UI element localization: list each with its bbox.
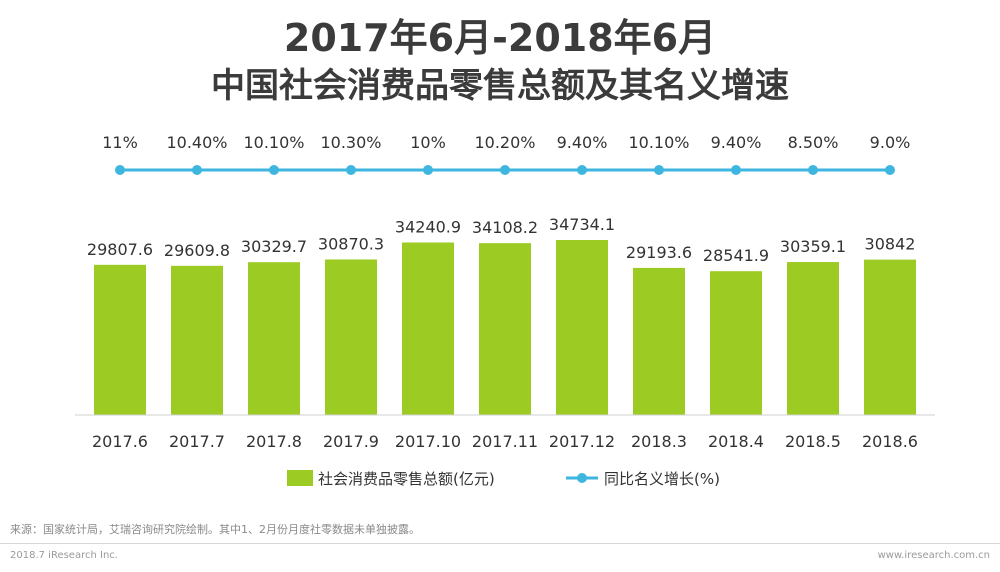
rate-label: 10.20% xyxy=(474,133,535,152)
footer-copyright: 2018.7 iResearch Inc. xyxy=(10,550,118,561)
rate-point-2018.3 xyxy=(654,165,664,175)
rate-label: 11% xyxy=(102,133,138,152)
growth-rate-labels: 11% 10.40% 10.10% 10.30% 10% 10.20% 9.40% 10.10… xyxy=(102,133,910,152)
rate-label: 10.10% xyxy=(243,133,304,152)
chart-canvas: 29807.6 29609.8 30329.7 30870.3 34240.9 34108… xyxy=(75,133,935,488)
chart-title-line2: 中国社会消费品零售总额及其名义增速 xyxy=(211,66,789,106)
rate-label: 9.0% xyxy=(870,133,911,152)
rate-label: 10.10% xyxy=(628,133,689,152)
bar-value-label: 30359.1 xyxy=(780,237,846,256)
bar-value-label: 34240.9 xyxy=(395,217,461,236)
x-tick-label: 2017.11 xyxy=(472,432,538,451)
footer-website: www.iresearch.com.cn xyxy=(877,550,990,561)
bar-2017.6 xyxy=(94,264,146,415)
bar-value-label: 28541.9 xyxy=(703,246,769,265)
bar-value-label: 29609.8 xyxy=(164,241,230,260)
bar-2017.7 xyxy=(171,265,223,415)
rate-label: 9.40% xyxy=(711,133,762,152)
rate-point-2018.5 xyxy=(808,165,818,175)
x-tick-label: 2018.3 xyxy=(631,432,687,451)
bar-2017.10 xyxy=(402,242,454,415)
legend-bar-swatch xyxy=(287,470,313,486)
chart-title-line1: 2017年6月-2018年6月 xyxy=(283,16,717,60)
bar-2017.12 xyxy=(556,240,608,415)
bar-value-label: 30842 xyxy=(865,235,916,254)
x-tick-label: 2017.6 xyxy=(92,432,148,451)
x-tick-label: 2018.4 xyxy=(708,432,764,451)
legend-line-marker xyxy=(577,473,587,483)
rate-point-2017.9 xyxy=(346,165,356,175)
rate-label: 10% xyxy=(410,133,446,152)
footer-source-note: 来源：国家统计局，艾瑞咨询研究院绘制。其中1、2月份月度社零数据未单独披露。 xyxy=(10,523,420,536)
bar-2018.6 xyxy=(864,259,916,415)
rate-label: 8.50% xyxy=(788,133,839,152)
rate-point-2017.7 xyxy=(192,165,202,175)
bar-2017.8 xyxy=(248,262,300,415)
bar-value-label: 30329.7 xyxy=(241,237,307,256)
rate-point-2017.12 xyxy=(577,165,587,175)
rate-point-2017.6 xyxy=(115,165,125,175)
bar-value-label: 34734.1 xyxy=(549,215,615,234)
footer-divider xyxy=(0,543,1000,544)
x-tick-label: 2017.10 xyxy=(395,432,461,451)
bar-2017.11 xyxy=(479,243,531,415)
legend: 社会消费品零售总额(亿元) 同比名义增长(%) xyxy=(287,470,720,488)
bar-value-label: 29193.6 xyxy=(626,243,692,262)
x-tick-label: 2017.12 xyxy=(549,432,615,451)
bar-value-labels: 29807.6 29609.8 30329.7 30870.3 34240.9 34108… xyxy=(87,215,916,265)
x-tick-label: 2017.7 xyxy=(169,432,225,451)
bar-series xyxy=(94,240,916,415)
bar-2017.9 xyxy=(325,259,377,415)
chart-title: 2017年6月-2018年6月 中国社会消费品零售总额及其名义增速 xyxy=(0,14,1000,110)
rate-point-2017.8 xyxy=(269,165,279,175)
x-tick-label: 2018.5 xyxy=(785,432,841,451)
bar-2018.5 xyxy=(787,262,839,415)
growth-rate-points xyxy=(115,165,895,175)
legend-bar-label: 社会消费品零售总额(亿元) xyxy=(318,470,495,488)
bar-2018.3 xyxy=(633,267,685,415)
rate-point-2018.4 xyxy=(731,165,741,175)
x-axis-tick-labels: 2017.6 2017.7 2017.8 2017.9 2017.10 2017.11 20… xyxy=(92,432,918,451)
rate-label: 10.30% xyxy=(320,133,381,152)
rate-label: 9.40% xyxy=(557,133,608,152)
bar-value-label: 29807.6 xyxy=(87,240,153,259)
x-tick-label: 2017.9 xyxy=(323,432,379,451)
x-tick-label: 2017.8 xyxy=(246,432,302,451)
bar-value-label: 34108.2 xyxy=(472,218,538,237)
x-tick-label: 2018.6 xyxy=(862,432,918,451)
rate-point-2017.11 xyxy=(500,165,510,175)
rate-point-2018.6 xyxy=(885,165,895,175)
bar-2018.4 xyxy=(710,271,762,415)
rate-label: 10.40% xyxy=(166,133,227,152)
rate-point-2017.10 xyxy=(423,165,433,175)
bar-value-label: 30870.3 xyxy=(318,234,384,253)
legend-line-label: 同比名义增长(%) xyxy=(604,470,720,488)
